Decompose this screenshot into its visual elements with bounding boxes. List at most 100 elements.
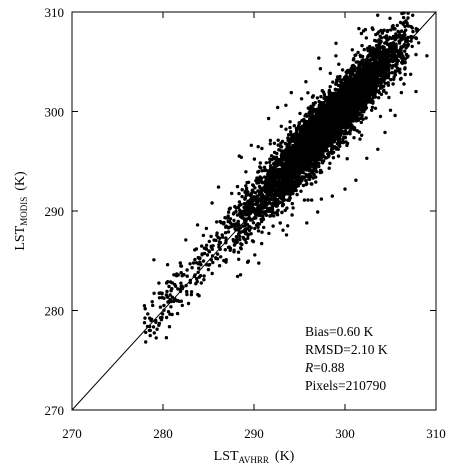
- scatter-point: [286, 143, 290, 148]
- scatter-point: [399, 76, 403, 81]
- scatter-point: [411, 29, 415, 34]
- scatter-point: [380, 62, 384, 67]
- scatter-point: [389, 77, 393, 82]
- scatter-point: [257, 213, 261, 217]
- scatter-point: [250, 206, 255, 210]
- scatter-point: [334, 80, 339, 85]
- scatter-point: [394, 45, 398, 49]
- scatter-point: [383, 81, 388, 85]
- scatter-point: [291, 206, 295, 210]
- scatter-point: [366, 65, 370, 69]
- scatter-point: [234, 235, 239, 239]
- scatter-point: [304, 182, 308, 187]
- scatter-point: [331, 80, 335, 84]
- scatter-point: [308, 117, 312, 121]
- scatter-point: [359, 120, 363, 125]
- scatter-point: [390, 71, 394, 75]
- scatter-point: [322, 96, 326, 100]
- scatter-point: [278, 168, 282, 173]
- scatter-point: [348, 132, 352, 136]
- scatter-point: [414, 52, 418, 57]
- scatter-point: [285, 163, 289, 167]
- scatter-point: [358, 111, 362, 115]
- scatter-point: [254, 179, 258, 183]
- scatter-point: [264, 213, 269, 217]
- scatter-point: [276, 138, 280, 142]
- scatter-point: [281, 203, 285, 207]
- scatter-point: [375, 52, 380, 57]
- scatter-point: [320, 159, 324, 163]
- scatter-point: [355, 117, 360, 121]
- scatter-points: [142, 11, 429, 344]
- scatter-point: [251, 239, 256, 244]
- scatter-point: [288, 125, 292, 130]
- scatter-point: [409, 35, 413, 39]
- scatter-point: [362, 81, 366, 85]
- scatter-point: [350, 124, 354, 128]
- scatter-point: [268, 164, 273, 168]
- scatter-point: [311, 94, 315, 98]
- scatter-point: [384, 91, 388, 95]
- scatter-point: [251, 221, 256, 225]
- scatter-point: [351, 72, 355, 76]
- scatter-point: [405, 23, 410, 28]
- scatter-point: [287, 141, 291, 145]
- scatter-point: [315, 96, 320, 100]
- scatter-point: [273, 163, 277, 167]
- scatter-point: [306, 198, 310, 202]
- scatter-point: [319, 94, 323, 99]
- scatter-point: [346, 82, 351, 87]
- scatter-point: [331, 156, 336, 160]
- scatter-point: [307, 114, 311, 118]
- scatter-point: [328, 102, 332, 107]
- scatter-point: [312, 103, 316, 107]
- scatter-point: [300, 119, 304, 123]
- scatter-point: [377, 50, 381, 54]
- scatter-point: [410, 44, 414, 49]
- scatter-point: [327, 111, 331, 115]
- scatter-point: [414, 27, 418, 31]
- scatter-point: [386, 66, 391, 70]
- scatter-point: [293, 146, 297, 151]
- scatter-point: [406, 16, 410, 20]
- scatter-point: [337, 62, 341, 66]
- scatter-point: [374, 88, 378, 93]
- scatter-point: [386, 83, 391, 87]
- scatter-point: [303, 114, 307, 118]
- scatter-point: [313, 117, 317, 121]
- scatter-point: [364, 59, 369, 64]
- scatter-point: [343, 132, 347, 136]
- scatter-point: [377, 96, 381, 100]
- scatter-point: [252, 195, 256, 199]
- scatter-point: [364, 36, 368, 40]
- scatter-point: [251, 183, 256, 188]
- scatter-point: [246, 236, 250, 240]
- scatter-point: [349, 95, 353, 99]
- scatter-point: [378, 34, 382, 38]
- scatter-point: [313, 163, 317, 168]
- scatter-point: [244, 186, 249, 191]
- scatter-point: [314, 180, 318, 184]
- scatter-point: [228, 217, 233, 221]
- scatter-point: [326, 155, 330, 159]
- scatter-point: [383, 58, 388, 62]
- scatter-point: [362, 47, 366, 52]
- scatter-point: [296, 132, 300, 136]
- scatter-point: [362, 110, 366, 114]
- scatter-point: [389, 28, 393, 32]
- scatter-point: [409, 72, 413, 77]
- scatter-point: [306, 106, 310, 110]
- scatter-point: [299, 146, 304, 150]
- scatter-point: [304, 172, 308, 177]
- scatter-point: [314, 111, 318, 115]
- scatter-point: [255, 223, 259, 227]
- scatter-point: [314, 122, 319, 127]
- scatter-point: [349, 116, 353, 120]
- scatter-point: [349, 74, 353, 78]
- scatter-point: [299, 189, 303, 193]
- scatter-point: [328, 85, 332, 89]
- scatter-point: [328, 161, 332, 165]
- scatter-point: [403, 60, 407, 65]
- scatter-point: [254, 197, 258, 202]
- scatter-point: [350, 64, 354, 68]
